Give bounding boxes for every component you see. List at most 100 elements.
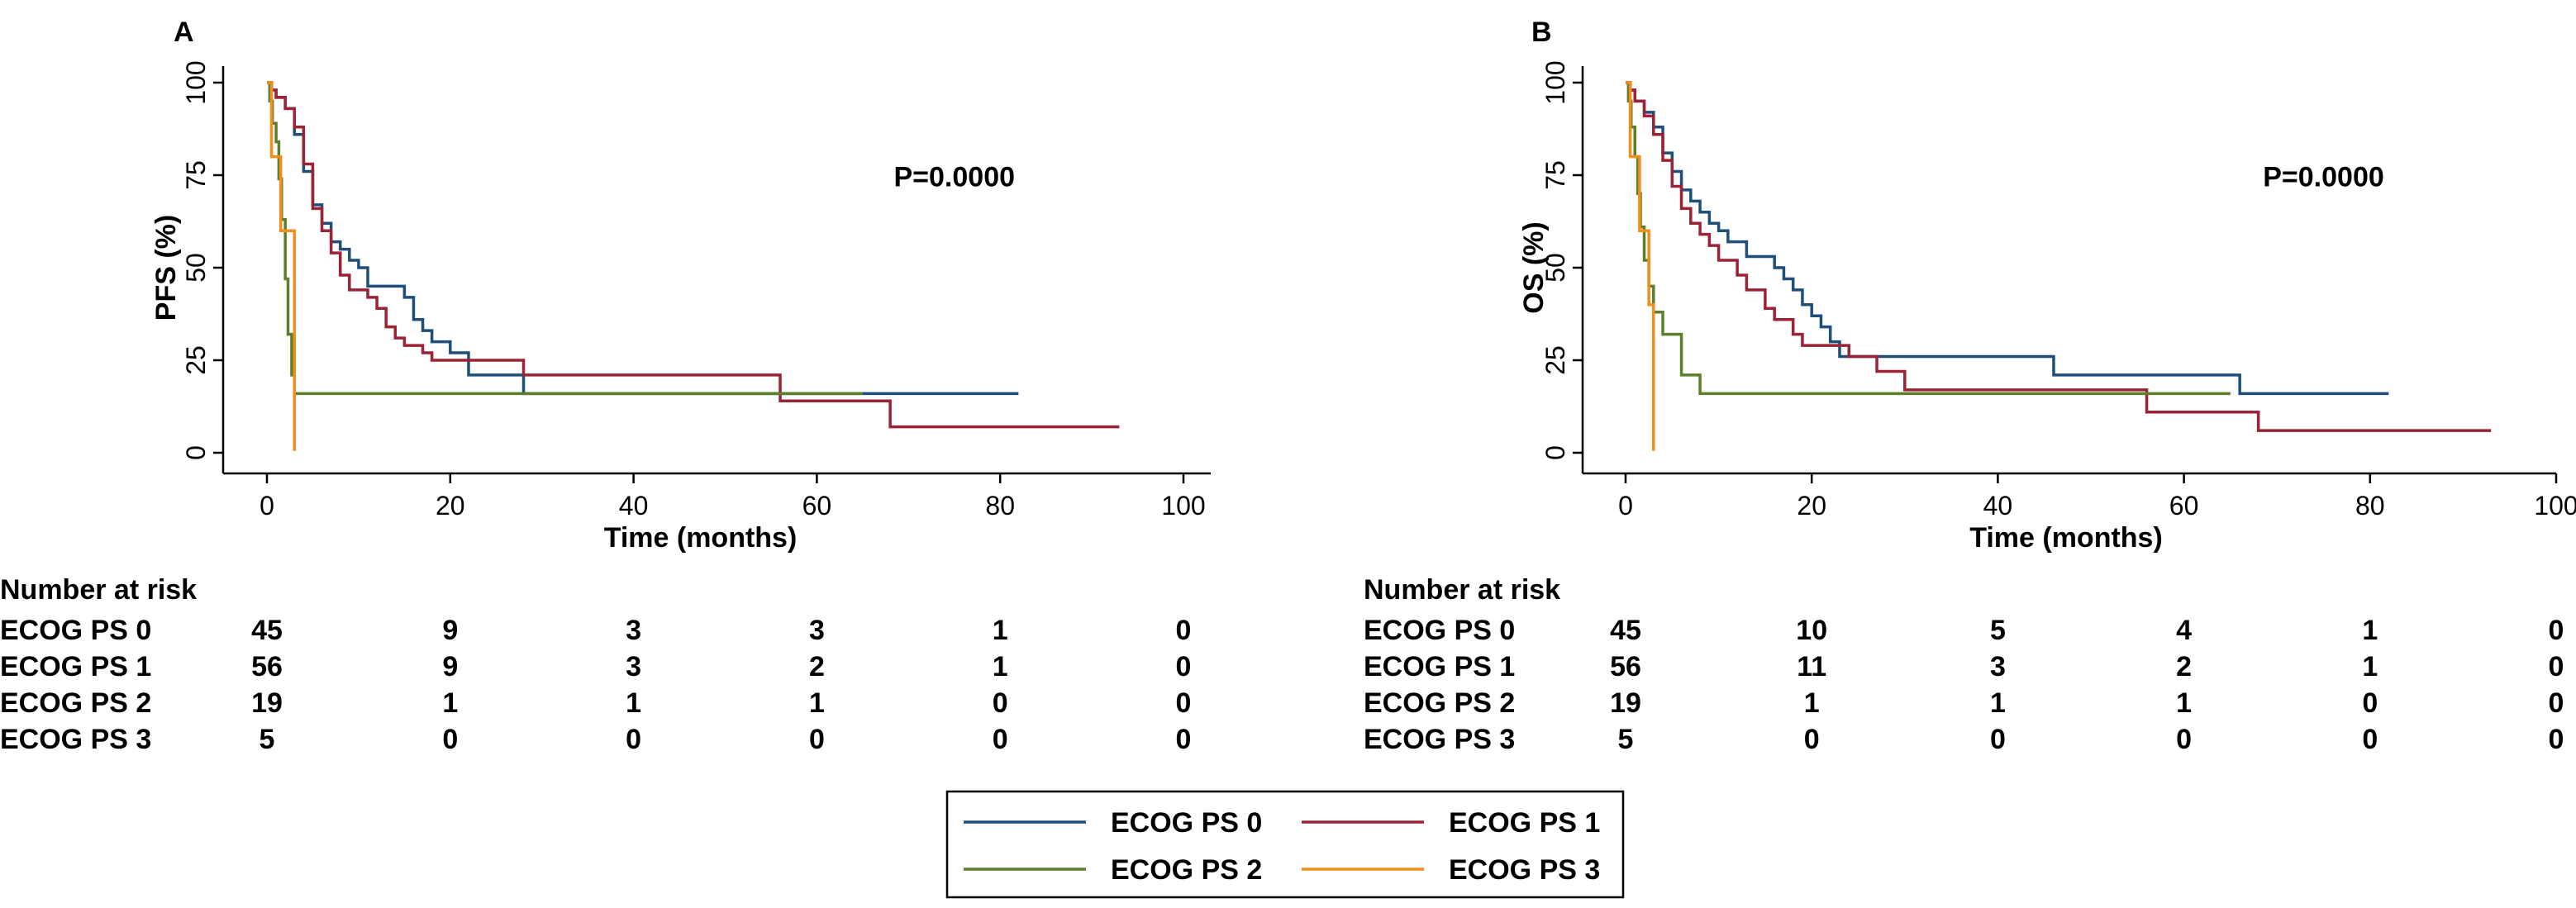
y-tick-label: 50 [1540,253,1570,283]
risk-row-label: ECOG PS 1 [0,651,151,682]
km-curve-ecog-ps-0 [1626,81,2389,396]
risk-count: 0 [2176,724,2192,755]
risk-count: 3 [809,615,825,646]
risk-count: 1 [2176,687,2192,719]
y-tick-label: 25 [1540,345,1570,375]
risk-count: 0 [2362,687,2378,719]
y-tick-label: 0 [1540,445,1570,460]
risk-count: 19 [1610,687,1641,719]
risk-count: 0 [993,687,1008,719]
risk-count: 3 [1990,651,2006,682]
risk-count: 1 [809,687,825,719]
risk-count: 0 [626,724,641,755]
y-tick-label: 25 [181,345,211,375]
y-tick-label: 100 [181,60,211,104]
km-curve-ecog-ps-3 [1626,81,1655,451]
risk-count: 1 [2362,651,2378,682]
x-tick-label: 100 [1161,491,1205,521]
x-tick-label: 20 [1797,491,1826,521]
risk-count: 1 [442,687,458,719]
risk-count: 4 [2176,615,2192,646]
risk-count: 0 [1176,724,1192,755]
km-curve-ecog-ps-2 [1626,81,2231,396]
p-value-annotation: P=0.0000 [2263,161,2384,193]
risk-count: 0 [1804,724,1820,755]
risk-row-label: ECOG PS 2 [0,687,151,719]
legend-label: ECOG PS 1 [1449,807,1600,839]
risk-count: 0 [809,724,825,755]
legend-label: ECOG PS 3 [1449,854,1600,886]
risk-count: 0 [993,724,1008,755]
risk-count: 2 [809,651,825,682]
risk-count: 56 [251,651,283,682]
risk-count: 1 [1990,687,2006,719]
km-curve-ecog-ps-3 [267,81,297,451]
x-axis-label: Time (months) [604,522,798,554]
risk-count: 2 [2176,651,2192,682]
panel-label: A [174,17,194,48]
risk-count: 1 [993,615,1008,646]
panel-label: B [1531,17,1552,48]
risk-count: 0 [2549,724,2564,755]
x-tick-label: 60 [2169,491,2199,521]
p-value-annotation: P=0.0000 [893,161,1015,193]
risk-count: 10 [1796,615,1827,646]
risk-row-label: ECOG PS 1 [1364,651,1515,682]
risk-count: 0 [2549,615,2564,646]
risk-count: 5 [1990,615,2006,646]
risk-count: 0 [1176,687,1192,719]
risk-count: 0 [1176,651,1192,682]
x-tick-label: 100 [2534,491,2576,521]
risk-count: 9 [442,651,458,682]
km-curve-ecog-ps-2 [267,81,863,396]
risk-count: 0 [2362,724,2378,755]
legend: ECOG PS 0 ECOG PS 1 ECOG PS 2 ECOG PS 3 [945,790,1625,899]
risk-count: 0 [1990,724,2006,755]
x-tick-label: 80 [985,491,1015,521]
risk-row-label: ECOG PS 0 [1364,615,1515,646]
legend-label: ECOG PS 0 [1111,807,1262,839]
risk-count: 56 [1610,651,1641,682]
x-tick-label: 0 [1618,491,1633,521]
risk-count: 0 [1176,615,1192,646]
risk-count: 5 [1618,724,1634,755]
risk-count: 45 [1610,615,1641,646]
risk-table-title: Number at risk [0,574,197,606]
km-curve-ecog-ps-0 [267,81,1019,396]
risk-count: 45 [251,615,283,646]
x-tick-label: 80 [2355,491,2385,521]
risk-row-label: ECOG PS 0 [0,615,151,646]
risk-count: 3 [626,615,641,646]
x-tick-label: 20 [436,491,465,521]
y-tick-label: 75 [181,160,211,190]
risk-count: 0 [2549,687,2564,719]
x-tick-label: 40 [619,491,649,521]
risk-count: 0 [2549,651,2564,682]
risk-count: 11 [1797,651,1826,682]
risk-count: 1 [1804,687,1820,719]
risk-count: 1 [626,687,641,719]
legend-label: ECOG PS 2 [1111,854,1262,886]
risk-count: 19 [251,687,283,719]
y-tick-label: 0 [181,445,211,460]
risk-count: 5 [260,724,275,755]
y-tick-label: 50 [181,253,211,283]
risk-row-label: ECOG PS 3 [0,724,151,755]
km-curve-ecog-ps-1 [1626,81,2492,432]
risk-count: 1 [993,651,1008,682]
risk-count: 0 [442,724,458,755]
y-axis-label: OS (%) [1518,221,1550,313]
x-tick-label: 0 [260,491,274,521]
y-tick-label: 100 [1540,60,1570,104]
x-axis-label: Time (months) [1969,522,2163,554]
risk-row-label: ECOG PS 3 [1364,724,1515,755]
y-axis-label: PFS (%) [150,215,182,321]
risk-row-label: ECOG PS 2 [1364,687,1515,719]
risk-table-title: Number at risk [1364,574,1560,606]
km-curve-ecog-ps-1 [267,81,1120,429]
legend-box [945,790,1625,899]
risk-count: 9 [442,615,458,646]
